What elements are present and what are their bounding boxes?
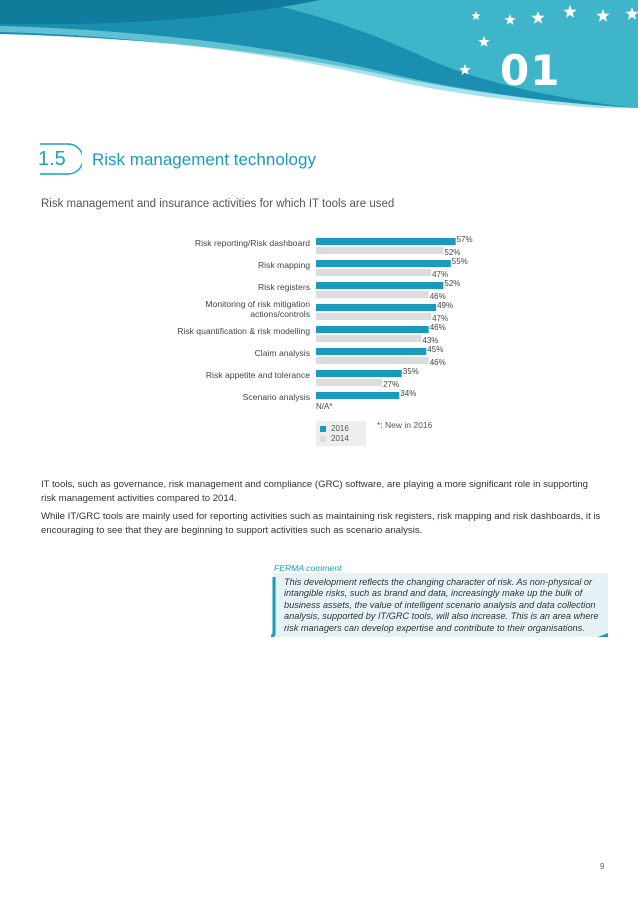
category-label-line: Scenario analysis [242,392,310,402]
ferma-comment-label: FERMA comment [274,563,342,573]
chapter-number: 01 [500,46,561,95]
bar-2016 [316,326,429,333]
legend-item-2016: 2016 [320,424,349,433]
stars-decoration [449,5,638,106]
category-label-line: Risk registers [257,282,310,292]
category-label-line: Risk reporting/Risk dashboard [194,238,310,248]
value-label-2014: 47% [432,314,448,323]
value-label-2014: 47% [432,270,448,279]
category-label: Risk quantification & risk modelling [20,326,310,336]
category-label: Risk appetite and tolerance [20,370,310,380]
legend-swatch-2014 [320,435,326,442]
value-label-2014: 27% [383,380,399,389]
category-label: Risk reporting/Risk dashboard [20,238,310,248]
paragraph-1: IT tools, such as governance, risk manag… [41,479,588,504]
bar-2014 [316,313,432,320]
category-label: Monitoring of risk mitigation actions/con… [20,299,310,319]
value-label-2014: 43% [422,336,438,345]
bar-2014 [316,335,422,342]
bar-2014 [316,269,432,276]
value-label-2014: N/A* [316,402,332,411]
bar-2016 [316,392,400,399]
bar-2014 [316,379,383,386]
category-label-line: Risk mapping [257,260,310,270]
bar-chart: 57%52%55%47%52%46%49%47%46%43%45%46%35%2… [316,235,473,411]
star-icon [471,11,481,20]
chart-note: *: New in 2016 [377,420,433,430]
category-label-line: Monitoring of risk mitigation [205,299,310,309]
legend-swatch-2016 [320,425,326,432]
ferma-comment-text: This development reflects the changing c… [284,577,599,633]
value-label-2014: 52% [444,248,460,257]
bar-2016 [316,238,456,245]
value-label-2016: 45% [427,345,443,354]
chart-legend: 2016 2014 [316,421,366,446]
page-number: 9 [600,862,605,871]
value-label-2016: 46% [430,323,446,332]
value-label-2016: 52% [444,279,460,288]
value-label-2016: 34% [400,389,416,398]
star-icon [504,14,516,25]
bar-2016 [316,304,437,311]
category-label-line: Claim analysis [254,348,310,358]
bar-2016 [316,282,444,289]
category-label-line: actions/controls [250,309,310,319]
star-icon [563,5,577,18]
value-label-2014: 46% [430,292,446,301]
star-icon [478,36,490,47]
category-label-line: Risk appetite and tolerance [205,370,310,380]
value-label-2016: 57% [457,235,473,244]
legend-item-2014: 2014 [320,434,349,443]
category-label: Risk mapping [20,260,310,270]
ferma-comment-box [270,573,608,637]
value-label-2016: 49% [437,301,453,310]
category-label: Claim analysis [20,348,310,358]
section-number-ring [40,143,82,175]
header-band-graphic [0,0,638,110]
bar-2016 [316,260,451,267]
header-band [0,0,638,110]
category-label: Scenario analysis [20,392,310,402]
value-label-2016: 55% [452,257,468,266]
star-icon [531,11,545,24]
star-icon [596,9,610,22]
bar-2014 [316,357,429,364]
star-icon [459,64,471,75]
chart-caption: Risk management and insurance activities… [41,198,395,210]
bar-2016 [316,370,402,377]
star-icon [625,7,638,20]
value-label-2016: 35% [403,367,419,376]
category-label: Risk registers [20,282,310,292]
star-icon [449,95,461,106]
bar-2014 [316,247,444,254]
section-number: 1.5 [38,148,66,170]
section-title: Risk management technology [92,150,316,169]
paragraph-2: While IT/GRC tools are mainly used for r… [41,511,601,536]
bar-2016 [316,348,427,355]
legend-label-2014: 2014 [331,434,349,443]
category-label-line: Risk quantification & risk modelling [177,326,310,336]
value-label-2014: 46% [430,358,446,367]
bar-2014 [316,291,429,298]
legend-label-2016: 2016 [331,424,349,433]
